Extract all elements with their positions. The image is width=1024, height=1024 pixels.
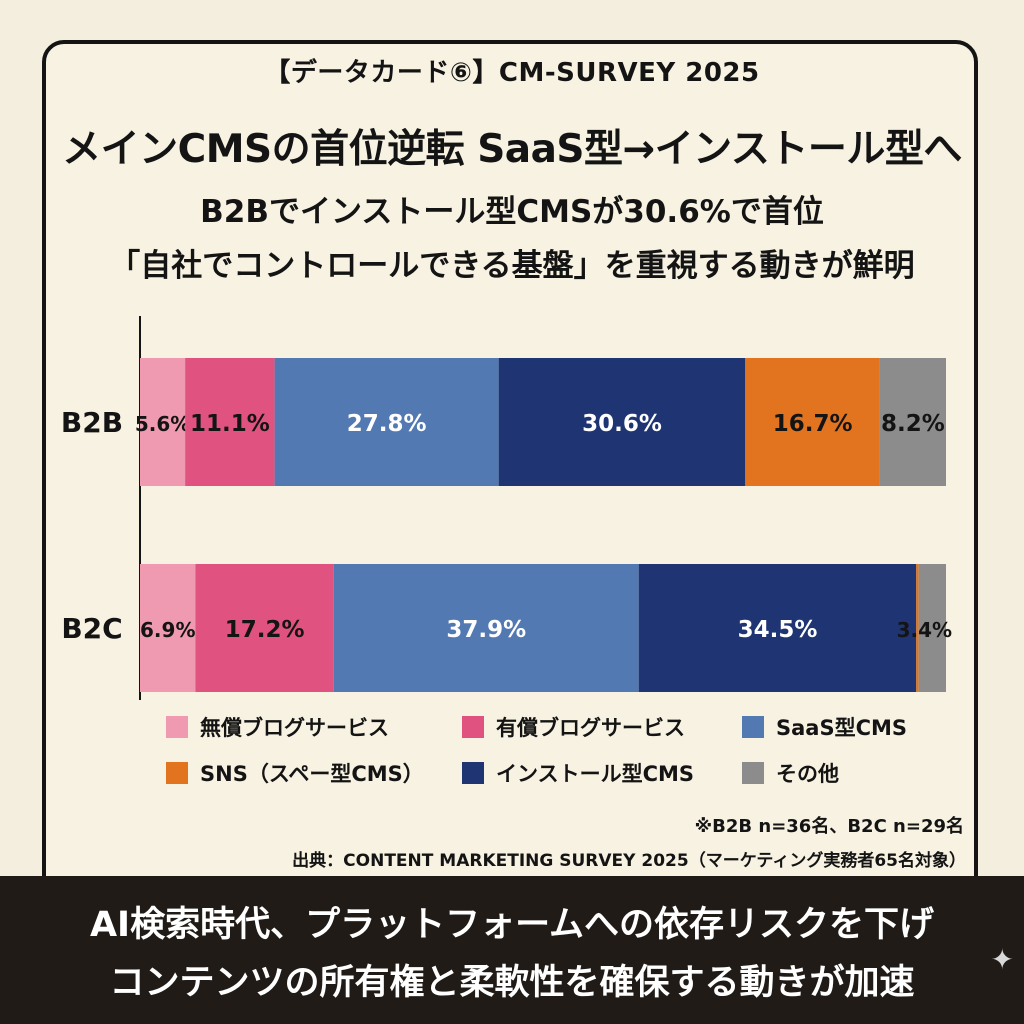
- legend-swatch-free-blog: [166, 716, 188, 738]
- legend-label-sns: SNS（スペー型CMS）: [200, 762, 424, 786]
- data-label-b2b-1: 11.1%: [190, 411, 270, 437]
- legend-item-other: その他: [742, 758, 839, 788]
- data-label-b2b-2: 27.8%: [347, 411, 427, 437]
- bar-segment-b2b-5: [879, 358, 946, 486]
- data-label-b2c-5: 3.4%: [897, 618, 952, 642]
- legend-label-installed-cms: インストール型CMS: [496, 762, 695, 786]
- bar-segment-b2c-1: [195, 564, 334, 692]
- legend-label-free-blog: 無償ブログサービス: [200, 716, 389, 740]
- footer-banner: AI検索時代、プラットフォームへの依存リスクを下げ コンテンツの所有権と柔軟性を…: [0, 876, 1024, 1024]
- category-label-b2c: B2C: [61, 612, 122, 645]
- data-label-b2b-4: 16.7%: [773, 411, 853, 437]
- bar-segment-b2b-3: [498, 358, 746, 486]
- data-label-b2c-1: 17.2%: [225, 617, 305, 643]
- bar-segment-b2c-2: [333, 564, 639, 692]
- legend-item-saas-cms: SaaS型CMS: [742, 712, 907, 742]
- bar-segment-b2c-0: [140, 564, 196, 692]
- bar-segment-b2b-1: [185, 358, 275, 486]
- data-label-b2c-0: 6.9%: [140, 618, 195, 642]
- data-label-b2c-2: 37.9%: [446, 617, 526, 643]
- legend-swatch-paid-blog: [462, 716, 484, 738]
- subtitle-1: B2Bでインストール型CMSが30.6%で首位: [200, 194, 824, 230]
- category-label-b2b: B2B: [61, 406, 123, 439]
- legend-label-paid-blog: 有償ブログサービス: [496, 716, 685, 740]
- legend-item-installed-cms: インストール型CMS: [462, 758, 694, 788]
- legend-swatch-other: [742, 762, 764, 784]
- bar-segment-b2c-4: [916, 564, 919, 692]
- footer-line-2: コンテンツの所有権と柔軟性を確保する動きが加速: [109, 963, 915, 1003]
- legend-swatch-installed-cms: [462, 762, 484, 784]
- bar-segment-b2b-2: [274, 358, 499, 486]
- subtitle-2: 「自社でコントロールできる基盤」を重視する動きが鮮明: [109, 248, 915, 284]
- bar-segment-b2c-5: [918, 564, 946, 692]
- sparkle-icon: ✦: [990, 943, 1014, 976]
- legend-item-paid-blog: 有償ブログサービス: [462, 712, 685, 742]
- source-note: 出典：CONTENT MARKETING SURVEY 2025（マーケティング…: [292, 851, 966, 871]
- bar-segment-b2b-4: [745, 358, 880, 486]
- legend-item-free-blog: 無償ブログサービス: [166, 712, 389, 742]
- legend-item-sns: SNS（スペー型CMS）: [166, 758, 424, 788]
- data-label-b2b-5: 8.2%: [881, 411, 945, 437]
- footer-line-1: AI検索時代、プラットフォームへの依存リスクを下げ: [89, 905, 935, 945]
- headline: メインCMSの首位逆転 SaaS型→インストール型へ: [62, 127, 962, 172]
- data-label-b2b-3: 30.6%: [582, 411, 662, 437]
- legend-swatch-sns: [166, 762, 188, 784]
- legend-label-saas-cms: SaaS型CMS: [776, 716, 908, 740]
- legend-swatch-saas-cms: [742, 716, 764, 738]
- legend-label-other: その他: [776, 762, 839, 786]
- data-label-b2b-0: 5.6%: [135, 412, 190, 436]
- card-tag: 【データカード⑥】CM-SURVEY 2025: [264, 58, 760, 88]
- data-label-b2c-3: 34.5%: [738, 617, 818, 643]
- bar-segment-b2c-3: [638, 564, 917, 692]
- stacked-bar-chart: B2B 5.6% 11.1% 27.8% 30.6% 16.7% 8.2% B2C 6.9% 17…: [61, 316, 952, 700]
- bar-segment-b2b-0: [140, 358, 186, 486]
- sample-size-note: ※B2B n=36名、B2C n=29名: [694, 816, 964, 837]
